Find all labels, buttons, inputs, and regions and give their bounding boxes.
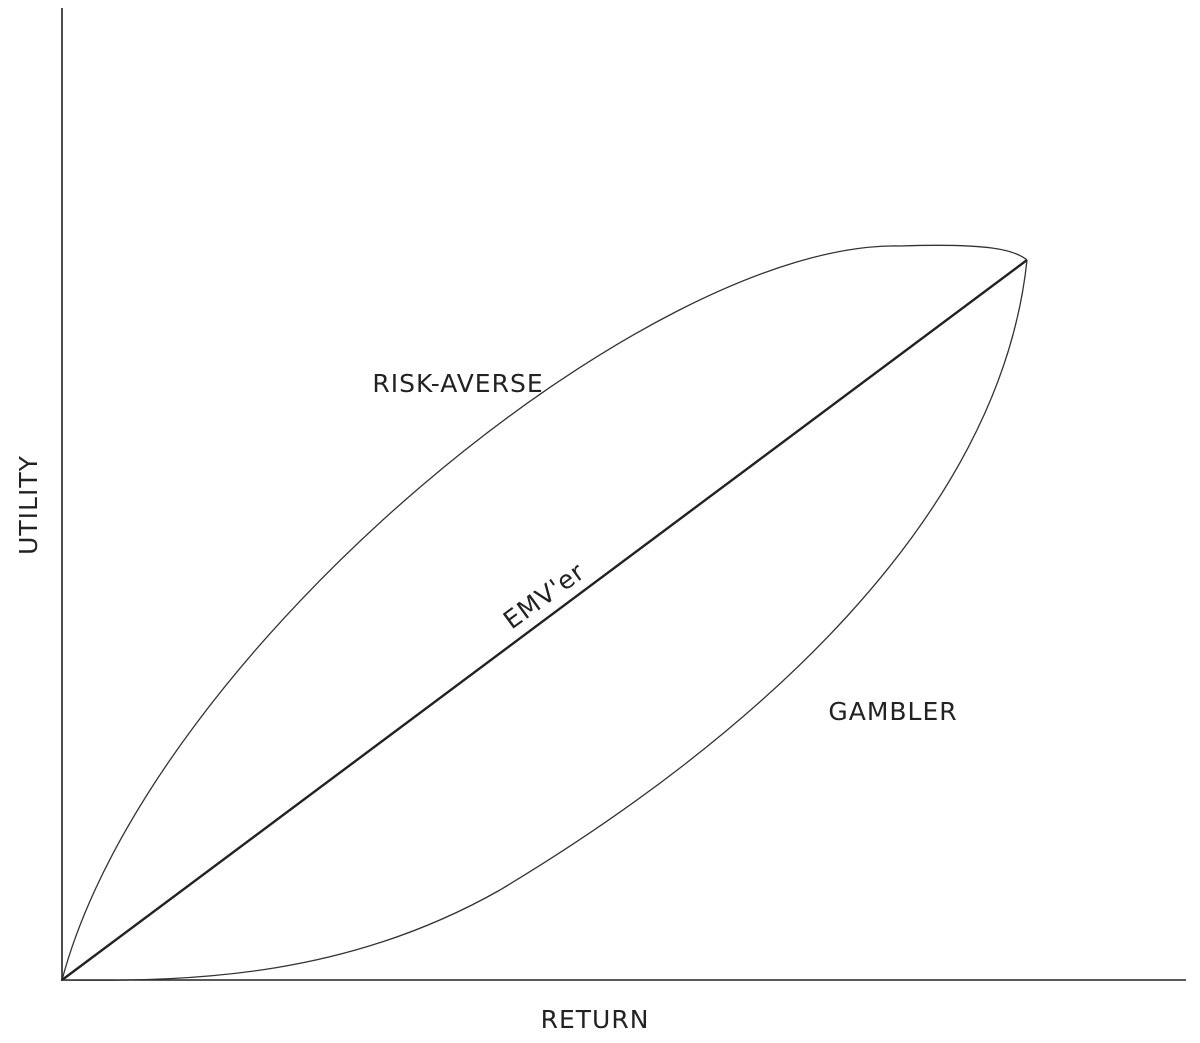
y-axis-label: UTILITY [14, 455, 43, 555]
x-axis-label: RETURN [541, 1005, 650, 1034]
risk-averse-label: RISK-AVERSE [372, 369, 543, 398]
gambler-curve [61, 259, 1028, 981]
emv-line [61, 259, 1028, 981]
risk-averse-curve [61, 244, 1028, 981]
gambler-label: GAMBLER [828, 697, 957, 726]
